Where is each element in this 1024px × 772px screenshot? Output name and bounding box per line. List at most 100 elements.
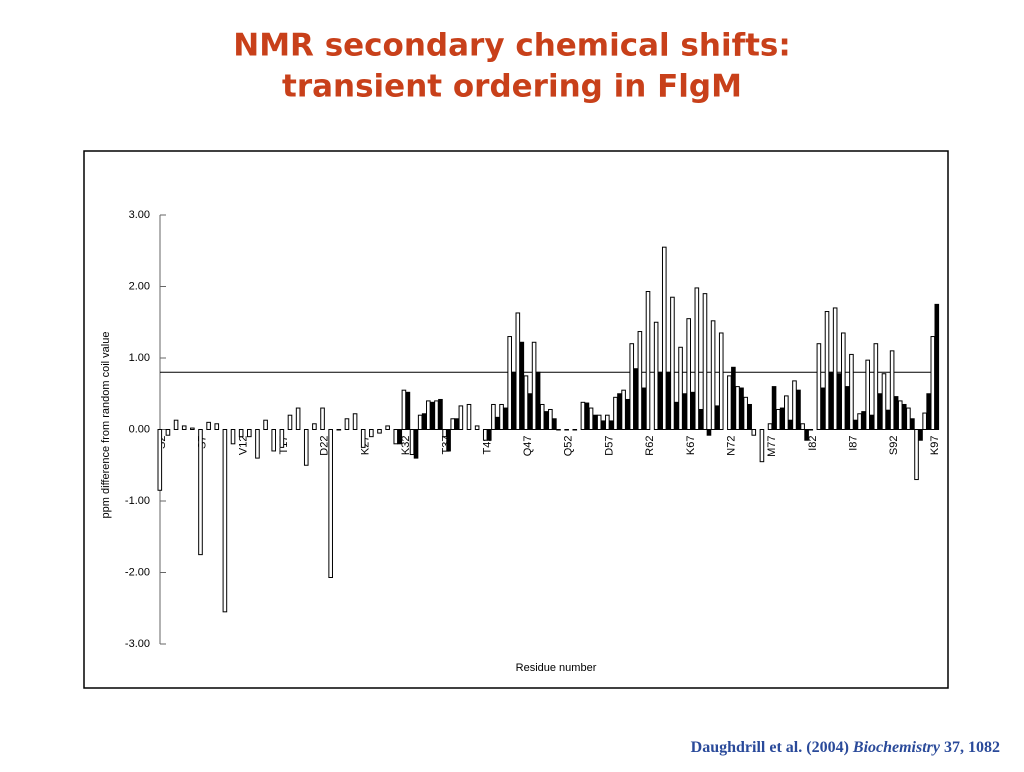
bar [897, 400, 903, 430]
bar [853, 419, 858, 430]
bar [804, 429, 809, 441]
bar [775, 408, 781, 431]
bar [271, 429, 277, 452]
bar [718, 332, 724, 431]
bar [625, 398, 630, 431]
bar [222, 429, 228, 613]
bar [694, 287, 700, 430]
bar [613, 396, 618, 431]
bar [430, 401, 435, 430]
bar [198, 429, 203, 556]
bar [877, 393, 883, 430]
bar [442, 429, 447, 438]
bar [495, 416, 500, 431]
citation-authors: Daughdrill et al. (2004) [691, 739, 849, 756]
x-tick-label: K32 [400, 436, 412, 456]
bar [836, 373, 842, 431]
bar [352, 413, 358, 430]
x-tick-label: I87 [848, 436, 860, 451]
y-tick-label: -3.00 [125, 638, 150, 650]
bar [633, 368, 639, 431]
x-tick-label: K67 [685, 436, 697, 456]
x-tick-label: S92 [888, 436, 900, 456]
bar [617, 393, 622, 430]
bar [507, 336, 512, 430]
bar [214, 423, 220, 430]
bar [609, 420, 614, 431]
bar [181, 425, 187, 430]
bar [621, 389, 626, 430]
bar [792, 380, 797, 431]
y-tick-label: -1.00 [125, 495, 150, 507]
bar [438, 398, 443, 431]
bar [930, 336, 936, 430]
bar [670, 296, 675, 430]
bar [637, 331, 643, 431]
chart-frame [83, 150, 949, 689]
bar [881, 373, 887, 431]
bar [405, 391, 411, 431]
bar [698, 408, 704, 431]
bar [592, 414, 598, 431]
x-tick-label: I82 [807, 436, 819, 451]
bar [450, 418, 456, 430]
bar [828, 371, 834, 430]
bar [531, 341, 537, 430]
bar [523, 375, 529, 430]
bar [539, 403, 545, 431]
bar [552, 418, 557, 430]
bar [690, 391, 695, 431]
bar [889, 350, 895, 431]
bar [771, 386, 777, 431]
bar [910, 418, 915, 430]
x-tick-label: D57 [603, 436, 615, 456]
bar [397, 429, 403, 445]
bar [820, 387, 826, 430]
x-tick-label: M77 [766, 436, 778, 457]
bar [287, 414, 293, 431]
bar [906, 407, 911, 430]
bar [572, 429, 578, 431]
bar [849, 353, 854, 430]
bar [295, 407, 301, 430]
x-tick-label: N72 [725, 436, 737, 456]
bar [788, 419, 793, 430]
bar [808, 429, 814, 431]
bar [377, 429, 382, 434]
bar [564, 429, 569, 431]
bar [409, 429, 415, 456]
bar [759, 429, 765, 463]
bar [641, 387, 647, 430]
bar [844, 386, 850, 431]
bar [588, 407, 594, 430]
bar [735, 386, 740, 431]
bar [918, 429, 923, 441]
bar [710, 320, 716, 431]
title-line: NMR secondary chemical shifts: [233, 28, 791, 64]
bar [784, 395, 789, 430]
bar [336, 429, 342, 431]
bar [727, 375, 732, 430]
bar [515, 312, 521, 430]
bar [857, 413, 862, 430]
bar [263, 419, 268, 430]
bar [474, 425, 480, 430]
bar [800, 423, 805, 430]
y-tick-label: 2.00 [129, 280, 150, 292]
bar [312, 423, 317, 430]
bar [279, 429, 285, 448]
bar [926, 393, 931, 430]
bar [901, 403, 907, 431]
bar [779, 407, 785, 430]
citation: Daughdrill et al. (2004) Biochemistry 37… [691, 739, 1000, 756]
bar [548, 408, 553, 431]
bar [165, 429, 171, 436]
bar [190, 427, 195, 431]
bar [511, 371, 516, 430]
bar [527, 393, 533, 430]
bar [816, 343, 822, 431]
bar [605, 414, 610, 431]
bar [934, 303, 940, 430]
bar [731, 366, 736, 431]
